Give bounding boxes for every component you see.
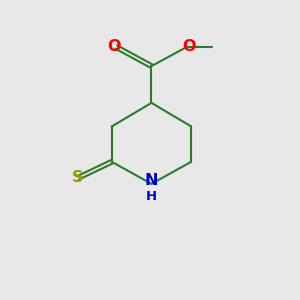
Text: O: O (107, 39, 121, 54)
Text: O: O (182, 39, 196, 54)
Text: S: S (72, 170, 84, 185)
Text: N: N (145, 173, 158, 188)
Text: H: H (146, 190, 157, 203)
